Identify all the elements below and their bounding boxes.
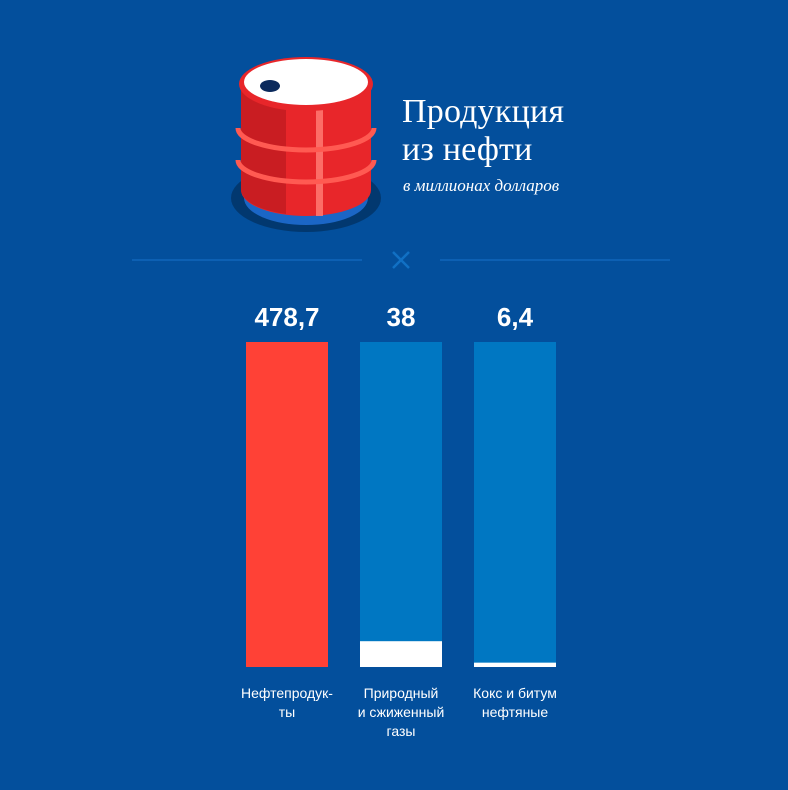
- bar-1: [360, 641, 442, 667]
- bar-track-2: [474, 342, 556, 667]
- category-label-0-0: Нефтепродук-: [241, 685, 333, 701]
- category-label-1-2: газы: [387, 723, 416, 739]
- bar-0: [246, 342, 328, 667]
- chart-subtitle: в миллионах долларов: [403, 176, 560, 195]
- title-line-2: из нефти: [402, 131, 533, 168]
- category-label-1-0: Природный: [364, 685, 439, 701]
- category-label-0-1: ты: [279, 704, 295, 720]
- bar-2: [474, 662, 556, 667]
- category-label-2-0: Кокс и битум: [473, 685, 557, 701]
- chart-title: Продукция из нефти: [402, 93, 564, 169]
- value-label-2: 6,4: [497, 302, 534, 332]
- category-label-2-1: нефтяные: [482, 704, 549, 720]
- oil-barrel-icon: [231, 57, 381, 232]
- cross-icon: [392, 251, 410, 269]
- category-label-1-1: и сжиженный: [358, 704, 445, 720]
- section-divider: [132, 251, 670, 269]
- title-line-1: Продукция: [402, 93, 565, 130]
- value-label-1: 38: [387, 302, 416, 332]
- bar-track-1: [360, 342, 442, 667]
- value-label-0: 478,7: [254, 302, 319, 332]
